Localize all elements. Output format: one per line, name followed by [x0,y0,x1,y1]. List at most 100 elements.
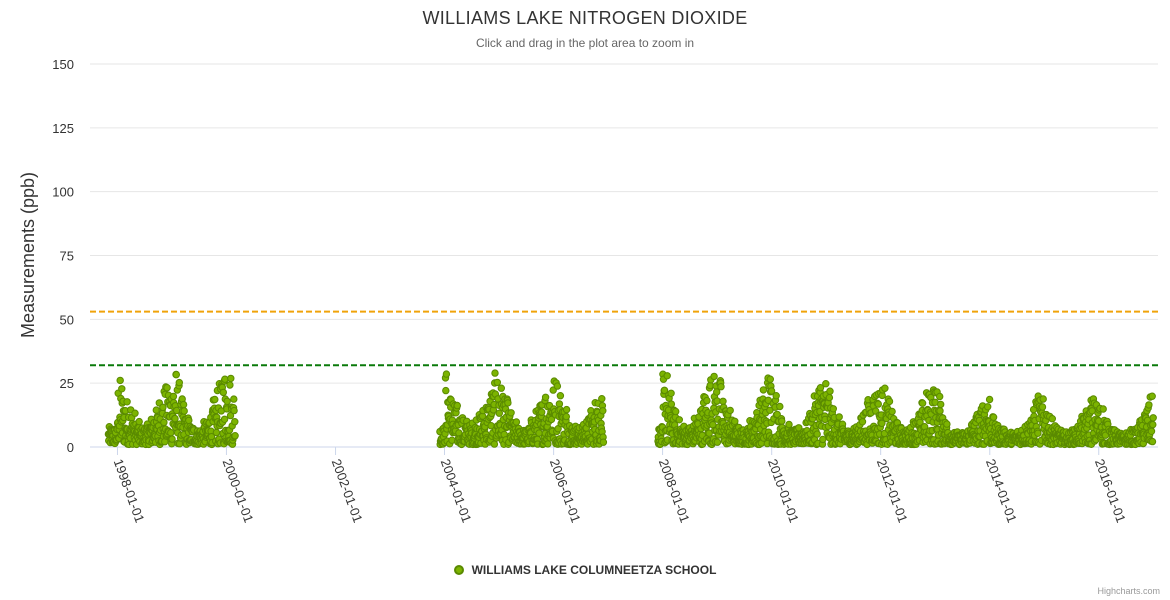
data-point[interactable] [227,374,235,383]
data-point[interactable] [881,384,889,392]
data-point[interactable] [179,400,188,409]
data-point[interactable] [816,384,825,392]
series-points[interactable] [104,369,1157,449]
data-point[interactable] [822,380,830,388]
data-point[interactable] [726,406,734,415]
data-point[interactable] [556,392,565,400]
data-point[interactable] [538,408,546,416]
data-point[interactable] [163,384,171,392]
data-point[interactable] [717,383,725,391]
data-point[interactable] [541,393,550,401]
data-point[interactable] [1148,392,1156,400]
data-point[interactable] [731,417,739,425]
credits-link[interactable]: Highcharts.com [1097,586,1160,596]
data-point[interactable] [547,415,556,424]
data-point[interactable] [985,395,994,404]
data-point[interactable] [490,440,499,448]
data-point[interactable] [226,381,234,389]
data-point[interactable] [819,435,827,444]
data-point[interactable] [211,395,219,404]
data-point[interactable] [936,407,944,415]
data-point[interactable] [230,395,238,403]
data-point[interactable] [1034,429,1042,437]
data-point[interactable] [599,407,607,415]
data-point[interactable] [118,385,126,393]
data-point[interactable] [878,419,886,427]
data-point[interactable] [874,400,882,408]
data-point[interactable] [185,416,193,425]
legend-item-series[interactable]: WILLIAMS LAKE COLUMNEETZA SCHOOL [453,563,716,577]
data-point[interactable] [713,438,722,446]
data-point[interactable] [984,403,992,411]
data-point[interactable] [160,418,168,427]
data-point[interactable] [535,429,543,437]
data-point[interactable] [212,428,221,437]
data-point[interactable] [169,392,178,401]
data-point[interactable] [710,372,718,381]
data-point[interactable] [497,384,505,392]
data-point[interactable] [1148,437,1157,446]
data-point[interactable] [759,386,768,394]
data-point[interactable] [663,372,671,380]
data-point[interactable] [453,401,461,410]
data-point[interactable] [764,396,772,404]
data-point[interactable] [168,435,176,443]
data-point[interactable] [231,432,239,440]
data-point[interactable] [442,386,450,395]
data-point[interactable] [667,400,676,408]
data-point[interactable] [562,405,571,414]
data-point[interactable] [495,409,503,417]
data-point[interactable] [491,369,499,377]
data-point[interactable] [703,396,711,405]
data-point[interactable] [131,409,139,417]
data-point[interactable] [219,388,228,397]
data-point[interactable] [493,378,501,387]
data-point[interactable] [512,418,521,426]
data-point[interactable] [1149,420,1157,429]
data-point[interactable] [918,399,927,407]
data-point[interactable] [226,411,235,420]
data-point[interactable] [813,430,821,438]
data-point[interactable] [772,392,780,400]
data-point[interactable] [936,392,944,401]
data-point[interactable] [1147,427,1156,435]
data-point[interactable] [767,387,776,395]
data-point[interactable] [826,387,834,395]
data-point[interactable] [1048,415,1057,423]
data-point[interactable] [230,406,238,415]
data-point[interactable] [172,370,181,379]
data-point[interactable] [231,418,239,426]
data-point[interactable] [159,403,167,411]
data-point[interactable] [599,438,608,446]
data-point[interactable] [989,413,998,421]
data-point[interactable] [223,397,231,405]
data-point[interactable] [175,378,184,387]
data-point[interactable] [553,382,562,390]
data-point[interactable] [858,418,867,426]
data-point[interactable] [1038,403,1047,411]
data-point[interactable] [1039,395,1047,403]
data-point[interactable] [829,405,837,413]
data-point[interactable] [660,386,669,394]
data-point[interactable] [885,397,894,406]
data-point[interactable] [507,409,515,417]
data-point[interactable] [116,376,124,385]
data-point[interactable] [773,410,781,419]
data-point[interactable] [778,417,786,425]
data-point[interactable] [766,406,774,414]
data-point[interactable] [562,412,570,421]
data-point[interactable] [785,420,793,429]
data-point[interactable] [667,389,675,397]
data-point[interactable] [1145,401,1153,409]
data-point[interactable] [1149,414,1157,422]
data-point[interactable] [123,398,131,406]
data-point[interactable] [719,397,727,405]
data-point[interactable] [675,416,683,424]
data-point[interactable] [180,407,188,415]
data-point[interactable] [135,417,143,426]
data-point[interactable] [943,420,951,428]
data-point[interactable] [167,429,175,437]
data-point[interactable] [888,407,896,416]
data-point[interactable] [598,395,606,403]
